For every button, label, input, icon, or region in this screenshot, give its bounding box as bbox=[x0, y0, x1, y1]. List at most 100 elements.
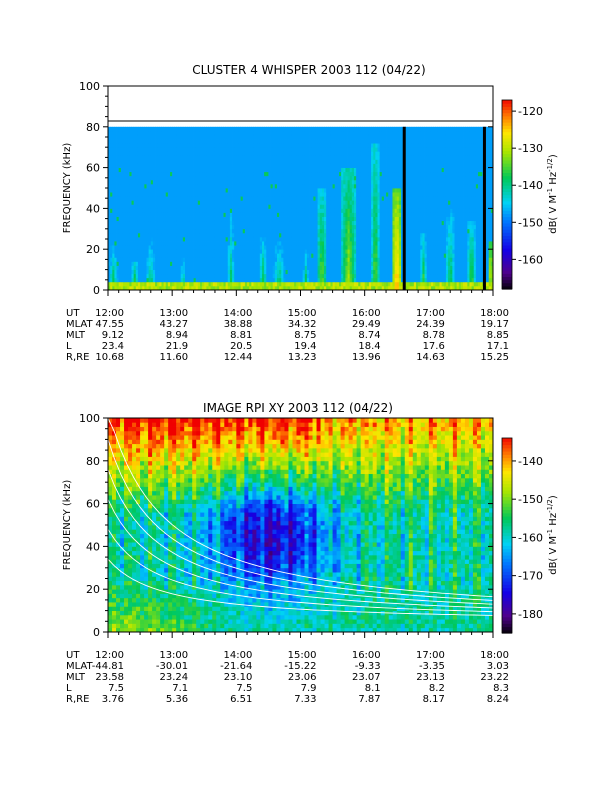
spectrogram-cell bbox=[242, 232, 246, 238]
spectrogram-cell bbox=[137, 159, 141, 164]
spectrogram-cell bbox=[172, 171, 175, 177]
spectrogram-cell bbox=[152, 204, 156, 209]
spectrogram-cell bbox=[157, 134, 160, 140]
spectrogram-cell bbox=[242, 155, 246, 160]
spectrogram-cell bbox=[227, 232, 231, 238]
spectrogram-cell bbox=[240, 163, 244, 168]
spectrogram-cell bbox=[332, 241, 336, 246]
spectrogram-cell bbox=[146, 204, 150, 209]
spectrogram-cell bbox=[204, 224, 207, 230]
spectrogram-cell bbox=[251, 261, 254, 266]
spectrogram-cell bbox=[172, 196, 175, 201]
spectrogram-cell bbox=[253, 241, 256, 246]
spectrogram-cell bbox=[125, 253, 128, 258]
spectrogram-cell bbox=[315, 179, 319, 185]
spectrogram-cell bbox=[268, 253, 271, 258]
spectrogram-cell bbox=[116, 196, 120, 201]
spectrogram-cell bbox=[172, 175, 175, 181]
spectrogram-cell bbox=[347, 159, 351, 164]
spectrogram-cell bbox=[268, 277, 271, 283]
spectrogram-cell bbox=[212, 126, 216, 132]
spectrogram-cell bbox=[345, 159, 348, 164]
spectrogram-cell bbox=[182, 134, 186, 140]
spectrogram-cell bbox=[227, 183, 231, 189]
spectrogram-cell bbox=[358, 261, 361, 266]
spectrogram-cell bbox=[247, 236, 250, 242]
spectrogram-cell bbox=[116, 236, 120, 242]
spectrogram-cell bbox=[274, 220, 278, 226]
spectrogram-cell bbox=[343, 277, 346, 283]
spectrogram-cell bbox=[294, 200, 297, 205]
spectrogram-cell bbox=[142, 159, 145, 164]
spectrogram-cell bbox=[334, 151, 338, 156]
spectrogram-cell bbox=[223, 196, 227, 201]
spectrogram-cell bbox=[360, 147, 363, 152]
spectrogram-cell bbox=[334, 285, 338, 291]
spectrogram-cell bbox=[161, 245, 165, 250]
spectrogram-cell bbox=[244, 236, 248, 242]
spectrogram-cell bbox=[206, 245, 209, 250]
spectrogram-cell bbox=[296, 269, 299, 275]
spectrogram-cell bbox=[142, 232, 145, 238]
spectrogram-cell bbox=[360, 134, 363, 140]
spectrogram-cell bbox=[364, 216, 368, 222]
spectrogram-cell bbox=[137, 228, 141, 234]
spectrogram-cell bbox=[343, 281, 346, 287]
spectrogram-cell bbox=[133, 228, 137, 234]
spectrogram-cell bbox=[238, 179, 242, 185]
spectrogram-cell bbox=[247, 163, 250, 168]
spectrogram-cell bbox=[339, 179, 342, 185]
spectrogram-cell bbox=[360, 277, 363, 283]
spectrogram-cell bbox=[193, 228, 197, 234]
spectrogram-cell bbox=[266, 163, 269, 168]
spectrogram-cell bbox=[210, 245, 214, 250]
spectrogram-cell bbox=[368, 134, 372, 140]
spectrogram-cell bbox=[358, 265, 361, 270]
spectrogram-cell bbox=[163, 188, 167, 193]
spectrogram-cell bbox=[210, 257, 214, 262]
spectrogram-cell bbox=[140, 126, 143, 132]
spectrogram-cell bbox=[214, 175, 218, 181]
spectrogram-cell bbox=[373, 179, 376, 185]
spectrogram-cell bbox=[272, 216, 276, 222]
spectrogram-cell bbox=[304, 220, 308, 226]
spectrogram-cell bbox=[351, 196, 355, 201]
spectrogram-cell bbox=[161, 220, 165, 226]
spectrogram-cell bbox=[114, 249, 117, 254]
spectrogram-cell bbox=[279, 232, 282, 238]
spectrogram-cell bbox=[315, 269, 319, 275]
spectrogram-cell bbox=[336, 241, 340, 246]
spectrogram-cell bbox=[110, 200, 113, 205]
spectrogram-cell bbox=[167, 139, 171, 144]
spectrogram-cell bbox=[135, 241, 139, 246]
spectrogram-cell bbox=[185, 134, 188, 140]
spectrogram-cell bbox=[276, 159, 280, 164]
spectrogram-cell bbox=[167, 163, 171, 168]
spectrogram-cell bbox=[366, 188, 370, 193]
spectrogram-cell bbox=[289, 224, 293, 230]
spectrogram-cell bbox=[223, 220, 227, 226]
spectrogram-cell bbox=[285, 151, 289, 156]
spectrogram-cell bbox=[187, 216, 190, 222]
spectrogram-cell bbox=[287, 130, 291, 136]
spectrogram-cell bbox=[283, 261, 286, 266]
spectrogram-cell bbox=[191, 257, 194, 262]
spectrogram-cell bbox=[114, 126, 117, 132]
spectrogram-cell bbox=[356, 224, 359, 230]
spectrogram-cell bbox=[341, 159, 344, 164]
spectrogram-cell bbox=[189, 130, 192, 136]
spectrogram-cell bbox=[185, 228, 188, 234]
spectrogram-cell bbox=[339, 220, 342, 226]
spectrogram-cell bbox=[270, 151, 274, 156]
spectrogram-cell bbox=[283, 143, 286, 148]
spectrogram-cell bbox=[142, 188, 145, 193]
spectrogram-cell bbox=[120, 175, 124, 181]
spectrogram-cell bbox=[319, 204, 323, 209]
spectrogram-cell bbox=[249, 212, 252, 217]
spectrogram-cell bbox=[135, 269, 139, 275]
spectrogram-cell bbox=[127, 192, 130, 197]
spectrogram-cell bbox=[238, 163, 242, 168]
spectrogram-cell bbox=[242, 196, 246, 201]
spectrogram-cell bbox=[152, 220, 156, 226]
spectrogram-cell bbox=[366, 179, 370, 185]
